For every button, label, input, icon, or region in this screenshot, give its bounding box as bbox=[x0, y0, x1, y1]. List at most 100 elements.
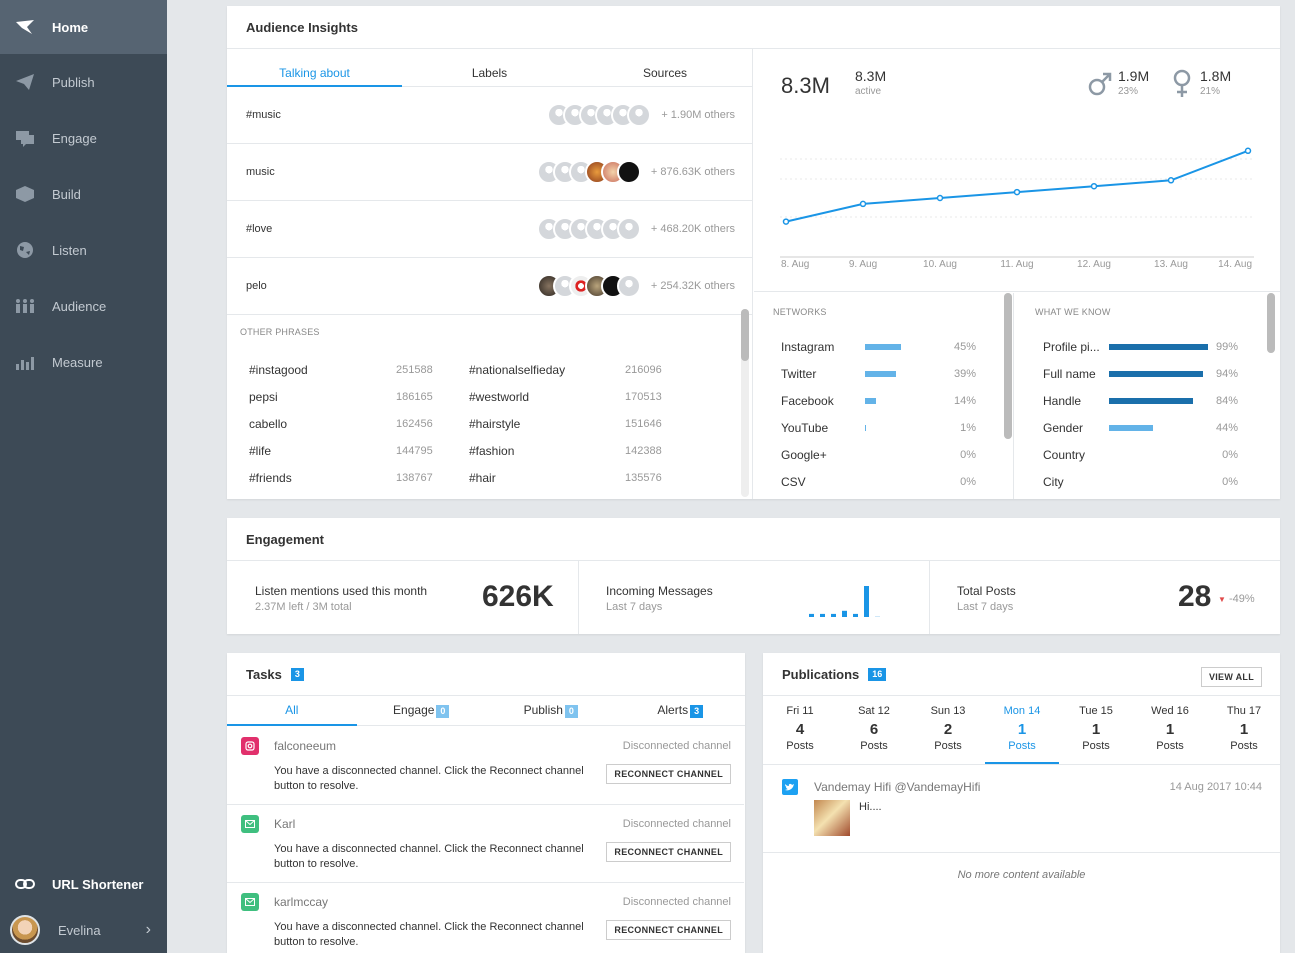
phrase-row[interactable]: coke133177#art131013 bbox=[227, 491, 737, 500]
topic-row[interactable]: #love + 468.20K others bbox=[227, 201, 752, 258]
publication-post[interactable]: Vandemay Hifi @VandemayHifi 14 Aug 2017 … bbox=[763, 765, 1280, 853]
link-icon bbox=[14, 878, 36, 890]
what-we-know-panel: WHAT WE KNOW Profile pi... 99% Full name 94… bbox=[1015, 293, 1280, 499]
user-menu[interactable]: Evelina › bbox=[0, 907, 167, 953]
tab-all[interactable]: All bbox=[227, 696, 357, 726]
what-we-know-scrollbar[interactable] bbox=[1267, 293, 1275, 353]
data-point bbox=[1167, 177, 1175, 184]
task-item[interactable]: falconeeum Disconnected channel You have a… bbox=[227, 727, 744, 805]
avatar bbox=[10, 915, 40, 945]
task-channel-name: karlmccay bbox=[274, 895, 329, 909]
chat-icon bbox=[14, 129, 36, 147]
topic-row[interactable]: pelo + 254.32K others bbox=[227, 258, 752, 315]
mentions-sub: 2.37M left / 3M total bbox=[255, 601, 352, 613]
phrase-row[interactable]: #instagood 251588 #nationalselfieday 216096 bbox=[227, 356, 737, 383]
know-row: Handle 84% bbox=[1043, 387, 1238, 414]
networks-row-label: Facebook bbox=[781, 393, 834, 408]
url-shortener-button[interactable]: URL Shortener bbox=[0, 861, 167, 907]
topic-row[interactable]: music + 876.63K others bbox=[227, 144, 752, 201]
data-point bbox=[782, 218, 790, 225]
day-tab[interactable]: Sun 13 2 Posts bbox=[911, 705, 985, 764]
mentions-label: Listen mentions used this month bbox=[255, 584, 428, 598]
task-item[interactable]: karlmccay Disconnected channel You have a … bbox=[227, 883, 744, 953]
incoming-sparkline bbox=[809, 586, 880, 617]
day-tab[interactable]: Thu 17 1 Posts bbox=[1207, 705, 1281, 764]
task-status: Disconnected channel bbox=[622, 740, 731, 752]
sidebar-item-audience[interactable]: Audience bbox=[0, 278, 167, 334]
tab-sources[interactable]: Sources bbox=[642, 66, 688, 80]
networks-row-pct: 0% bbox=[960, 475, 976, 488]
task-channel-name: falconeeum bbox=[274, 739, 337, 753]
task-status: Disconnected channel bbox=[622, 896, 731, 908]
audience-stats-panel: 8.3M 8.3M active 1.9M 23% 1.8M 21% 8. Au… bbox=[754, 49, 1280, 292]
topic-avatars bbox=[536, 274, 641, 298]
data-point bbox=[1090, 182, 1098, 190]
publications-card: Publications 16 VIEW ALL Fri 11 4 Posts Sat… bbox=[763, 653, 1280, 953]
day-label: Posts bbox=[1082, 740, 1110, 752]
incoming-bar bbox=[809, 613, 814, 617]
phrases-scrollbar[interactable] bbox=[741, 309, 749, 497]
incoming-bar bbox=[853, 613, 858, 617]
people-icon bbox=[14, 297, 36, 315]
data-point bbox=[1013, 188, 1021, 196]
networks-row-label: Instagram bbox=[781, 339, 835, 354]
sidebar-item-listen[interactable]: Listen bbox=[0, 222, 167, 278]
day-tab[interactable]: Sat 12 6 Posts bbox=[837, 705, 911, 764]
know-row-label: Profile pi... bbox=[1043, 339, 1100, 354]
phrase-row[interactable]: #life 144795 #fashion 142388 bbox=[227, 437, 737, 464]
know-row-pct: 94% bbox=[1215, 367, 1238, 380]
female-stat: 1.8M 21% bbox=[1200, 68, 1231, 97]
data-point bbox=[936, 194, 944, 202]
phrase-count: 138767 bbox=[396, 471, 433, 484]
audience-line-chart: 8. Aug 9. Aug 10. Aug 11. Aug 12. Aug 13. Aug… bbox=[780, 147, 1254, 269]
phrase-name: #fashion bbox=[469, 443, 515, 458]
tab-engage[interactable]: Engage 0 bbox=[357, 696, 487, 725]
topic-row[interactable]: #music + 1.90M others bbox=[227, 87, 752, 144]
sidebar-item-measure[interactable]: Measure bbox=[0, 334, 167, 390]
day-tab[interactable]: Mon 14 1 Posts bbox=[985, 705, 1059, 764]
audience-total: 8.3M bbox=[781, 73, 830, 98]
day-tab[interactable]: Wed 16 1 Posts bbox=[1133, 705, 1207, 764]
insights-tabs: Talking about Labels Sources bbox=[227, 49, 753, 87]
phrase-count: 251588 bbox=[396, 363, 433, 376]
mail-icon bbox=[241, 893, 259, 911]
sidebar-item-engage[interactable]: Engage bbox=[0, 110, 167, 166]
reconnect-channel-button[interactable]: RECONNECT CHANNEL bbox=[606, 764, 731, 784]
task-status: Disconnected channel bbox=[622, 818, 731, 830]
networks-row: Google+ 0% bbox=[781, 441, 976, 468]
day-name: Sun 13 bbox=[930, 705, 966, 717]
phrase-row[interactable]: pepsi 186165 #westworld 170513 bbox=[227, 383, 737, 410]
day-tab[interactable]: Tue 15 1 Posts bbox=[1059, 705, 1133, 764]
day-name: Thu 17 bbox=[1226, 705, 1262, 717]
sidebar-item-publish[interactable]: Publish bbox=[0, 54, 167, 110]
post-thumbnail[interactable] bbox=[814, 800, 850, 836]
tab-publish[interactable]: Publish 0 bbox=[486, 696, 616, 725]
post-text: Hi.... bbox=[859, 801, 882, 813]
networks-row-label: Google+ bbox=[781, 447, 827, 462]
reconnect-channel-button[interactable]: RECONNECT CHANNEL bbox=[606, 842, 731, 862]
posts-sub: Last 7 days bbox=[957, 601, 1014, 613]
sidebar-item-home[interactable]: Home bbox=[0, 0, 167, 54]
phrase-name: coke bbox=[227, 498, 396, 500]
sidebar-item-label: Audience bbox=[52, 298, 107, 314]
topic-avatars bbox=[536, 160, 641, 184]
x-tick-label: 10. Aug bbox=[923, 259, 957, 269]
sidebar: Home Publish Engage Build Listen Audienc… bbox=[0, 0, 167, 953]
audience-insights-card: Audience Insights Talking about Labels S… bbox=[227, 6, 1280, 499]
know-bar bbox=[1109, 343, 1208, 350]
day-tab[interactable]: Fri 11 4 Posts bbox=[763, 705, 837, 764]
sidebar-item-build[interactable]: Build bbox=[0, 166, 167, 222]
reconnect-channel-button[interactable]: RECONNECT CHANNEL bbox=[606, 920, 731, 940]
view-all-button[interactable]: VIEW ALL bbox=[1200, 667, 1262, 687]
tab-talking-about[interactable]: Talking about bbox=[227, 49, 402, 87]
know-bar bbox=[1109, 370, 1203, 377]
task-item[interactable]: Karl Disconnected channel You have a disco… bbox=[227, 805, 744, 883]
tab-alerts[interactable]: Alerts 3 bbox=[616, 696, 746, 725]
tab-labels[interactable]: Labels bbox=[471, 66, 508, 80]
phrase-row[interactable]: cabello 162456 #hairstyle 151646 bbox=[227, 410, 737, 437]
tasks-title: Tasks bbox=[246, 666, 282, 682]
phrase-row[interactable]: #friends 138767 #hair 135576 bbox=[227, 464, 737, 491]
networks-scrollbar[interactable] bbox=[1004, 293, 1012, 439]
know-row-label: Full name bbox=[1043, 366, 1096, 381]
phrase-count: 131013 bbox=[625, 499, 685, 500]
